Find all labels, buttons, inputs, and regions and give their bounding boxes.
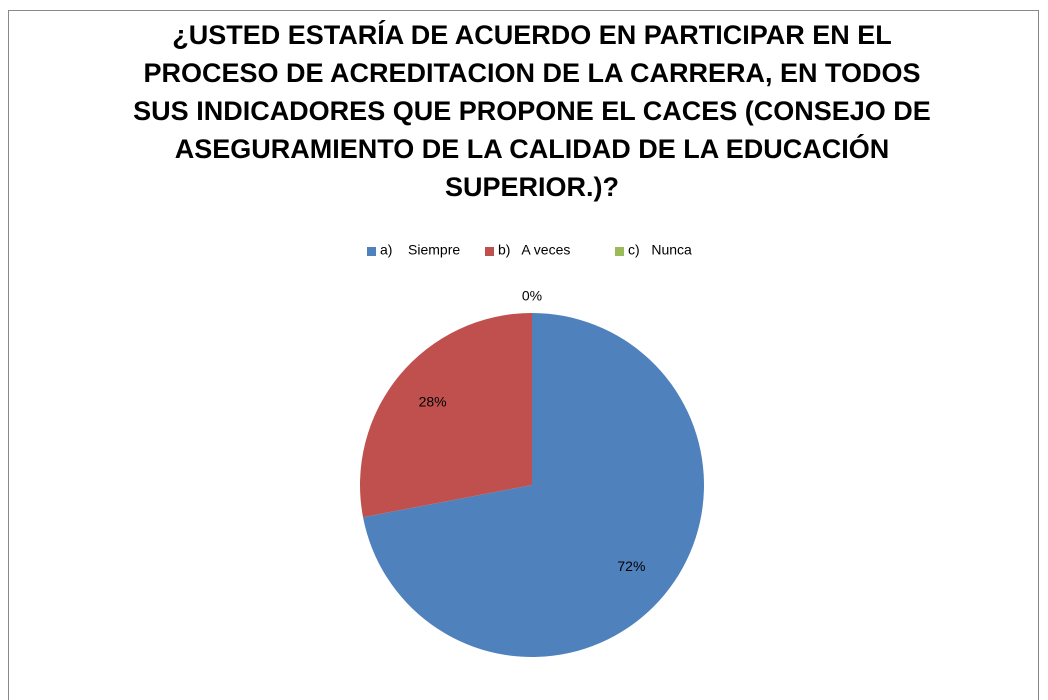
data-label: 72%	[617, 558, 645, 574]
legend-swatch	[367, 247, 376, 256]
chart-title: ¿USTED ESTARÍA DE ACUERDO EN PARTICIPAR …	[133, 20, 931, 202]
legend-label: c) Nunca	[628, 242, 692, 258]
data-label: 28%	[419, 393, 447, 409]
data-label: 0%	[522, 288, 542, 304]
chart-frame	[8, 10, 1039, 700]
legend-label: b) A veces	[498, 242, 570, 258]
legend-swatch	[485, 247, 494, 256]
legend-label: a) Siempre	[380, 242, 460, 258]
legend-swatch	[615, 247, 624, 256]
pie-slice	[363, 313, 705, 657]
pie-slice	[360, 313, 532, 518]
